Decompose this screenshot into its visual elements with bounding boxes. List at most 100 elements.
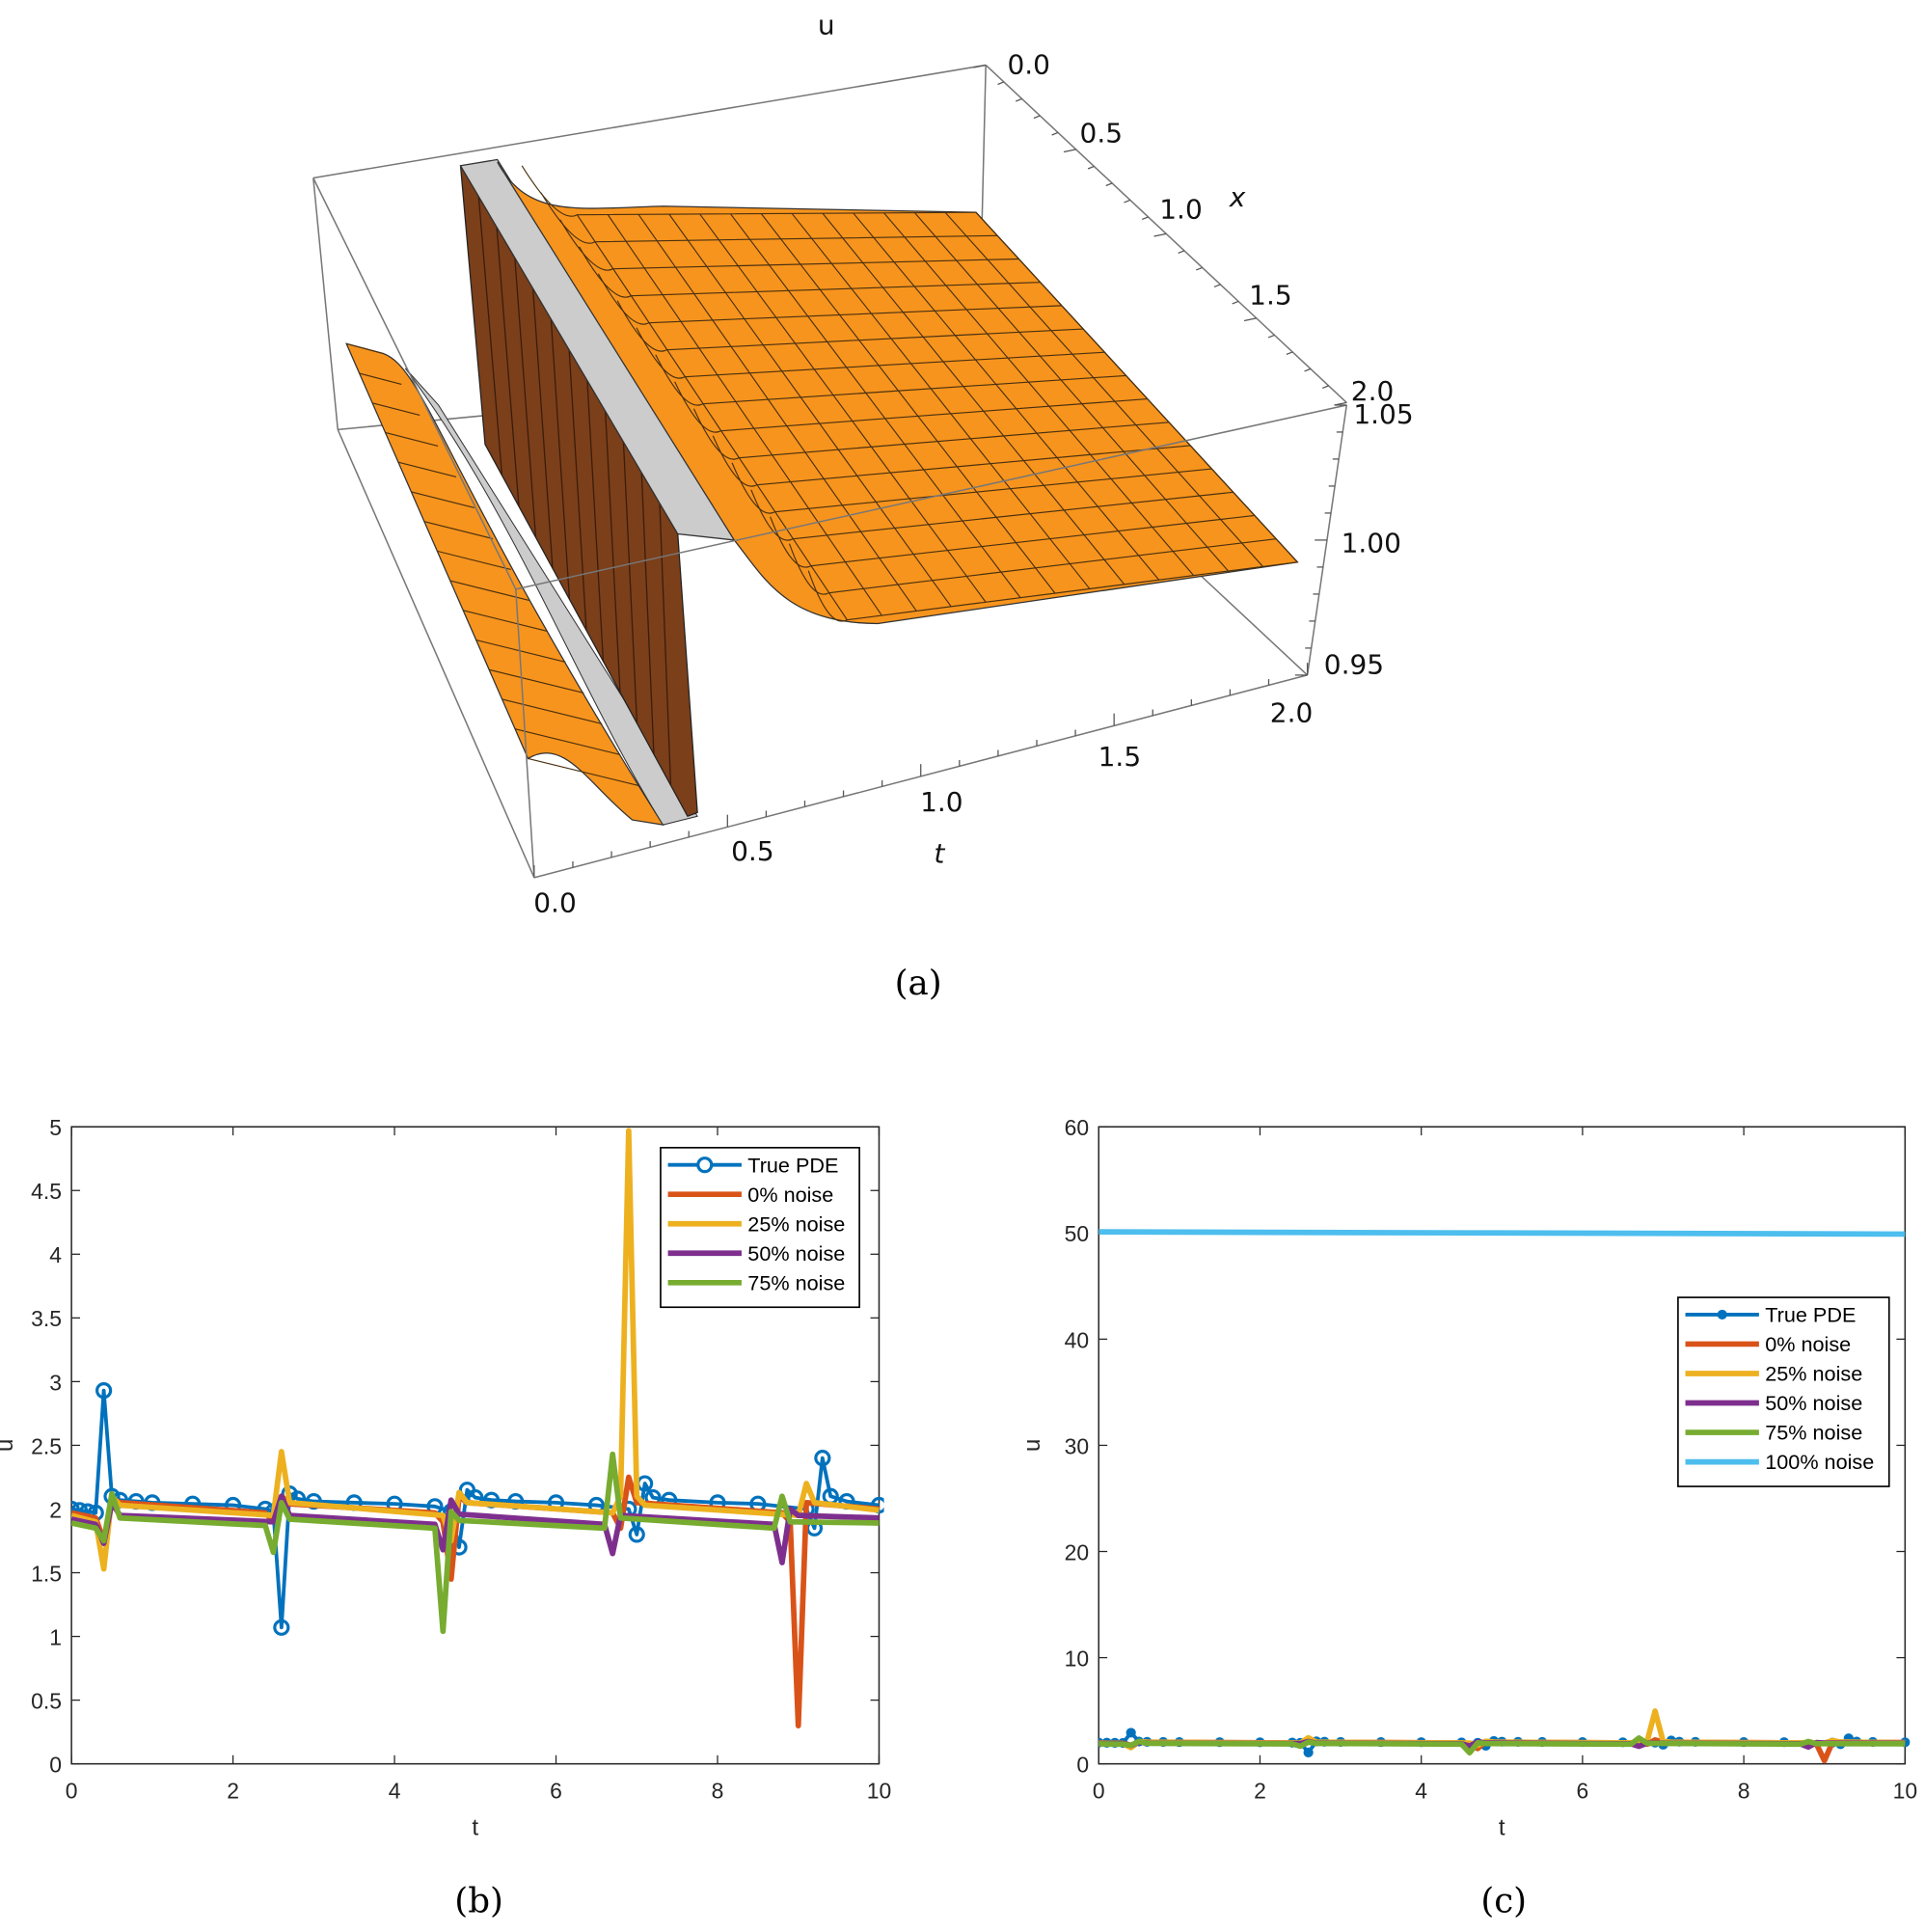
x-axis-label: t bbox=[472, 1814, 478, 1840]
x-tick-label: 0 bbox=[1093, 1778, 1105, 1803]
surface-grid-line bbox=[637, 213, 917, 612]
data-point-marker bbox=[95, 1382, 113, 1400]
x-axis-tick-mark bbox=[997, 81, 1005, 86]
surface-grid-line bbox=[788, 538, 1277, 595]
line-chart-b: 0 2 4 6 8 10 0 0.5 1 1.5 2 2.5 3 3.5 4 4.5 5 t u True PDE 0%… bbox=[0, 1115, 891, 1840]
t-axis-label: t bbox=[934, 838, 945, 870]
bounding-box-front bbox=[312, 64, 1348, 879]
y-tick-label: 0.5 bbox=[31, 1689, 62, 1714]
y-tick-label: 2.5 bbox=[31, 1433, 62, 1458]
y-tick-label: 4 bbox=[49, 1242, 62, 1267]
u-axis-label: u bbox=[818, 10, 835, 41]
x-axis-tick-mark bbox=[1322, 385, 1329, 390]
legend-label: True PDE bbox=[747, 1153, 838, 1177]
y-tick-label: 3.5 bbox=[31, 1306, 62, 1331]
y-tick-label: 1 bbox=[49, 1624, 62, 1649]
t-tick: 1.5 bbox=[1098, 741, 1142, 773]
x-tick-label: 4 bbox=[389, 1778, 401, 1803]
series-line-4 bbox=[71, 1451, 880, 1635]
x-axis-label: t bbox=[1499, 1814, 1505, 1840]
y-tick-label: 0 bbox=[49, 1753, 62, 1778]
surface-grid-line bbox=[579, 246, 1041, 298]
surface-grid-line bbox=[944, 211, 1263, 567]
series-layer bbox=[1098, 1229, 1911, 1764]
surface-grid-line bbox=[371, 402, 420, 417]
surface-grid-line bbox=[730, 213, 1021, 598]
u-tick: 1.05 bbox=[1353, 398, 1413, 430]
x-tick-label: 10 bbox=[867, 1778, 891, 1803]
t-tick: 1.0 bbox=[920, 786, 963, 818]
surface-grid-line bbox=[559, 219, 1019, 271]
series-line-5 bbox=[1098, 1229, 1906, 1238]
legend-label: 75% noise bbox=[747, 1270, 845, 1294]
series-layer bbox=[71, 1128, 884, 1728]
x-axis-tick-mark bbox=[1087, 165, 1095, 170]
wall-grid-line bbox=[550, 318, 571, 600]
y-tick-label: 0 bbox=[1076, 1753, 1089, 1778]
surface-grid-line bbox=[655, 354, 1126, 406]
x-tick: 0.5 bbox=[1080, 118, 1124, 150]
surface-grid-line bbox=[576, 214, 848, 620]
legend: True PDE 0% noise 25% noise 50% noise 75% no… bbox=[1677, 1296, 1890, 1487]
x-tick-label: 6 bbox=[1577, 1778, 1589, 1803]
wall-grid-line bbox=[477, 196, 503, 476]
surface-grid-line bbox=[540, 192, 998, 244]
surface-grid-line bbox=[699, 213, 987, 603]
legend-marker bbox=[1717, 1309, 1727, 1320]
surface-grid-line bbox=[731, 462, 1212, 514]
surface-grid-line bbox=[791, 212, 1091, 589]
surface-grid-line bbox=[359, 372, 402, 386]
legend-item: 25% noise bbox=[1685, 1362, 1862, 1386]
x-tick: 1.5 bbox=[1249, 280, 1292, 312]
x-tick-label: 4 bbox=[1415, 1778, 1427, 1803]
legend-label: True PDE bbox=[1765, 1303, 1856, 1327]
x-axis-tick-mark bbox=[1196, 266, 1203, 271]
legend-item: 25% noise bbox=[667, 1211, 845, 1236]
x-axis-label: x bbox=[1229, 181, 1246, 213]
data-point-marker bbox=[1125, 1728, 1136, 1738]
surface-left-strip bbox=[345, 342, 664, 827]
surface-grid-line bbox=[514, 728, 621, 755]
x-axis-tick-mark bbox=[1178, 250, 1185, 255]
data-point-marker bbox=[273, 1619, 290, 1636]
legend-label: 75% noise bbox=[1765, 1421, 1862, 1445]
y-tick-label: 50 bbox=[1065, 1221, 1089, 1246]
y-tick-label: 60 bbox=[1065, 1115, 1089, 1140]
x-axis-tick-mark bbox=[1124, 199, 1131, 204]
surface-grid-line bbox=[597, 273, 1062, 325]
surface-grid-line bbox=[489, 668, 584, 694]
x-axis-tick-mark bbox=[1153, 232, 1167, 237]
y-tick-label: 20 bbox=[1065, 1539, 1089, 1565]
wall-grid-line bbox=[605, 411, 621, 693]
legend-item: 50% noise bbox=[667, 1241, 845, 1265]
y-tick-label: 2 bbox=[49, 1497, 62, 1522]
legend: True PDE 0% noise 25% noise 50% noise 75% no… bbox=[660, 1147, 860, 1309]
u-tick: 0.95 bbox=[1324, 649, 1384, 681]
data-point-marker bbox=[870, 1496, 884, 1514]
x-axis-tick-mark bbox=[1033, 115, 1041, 120]
u-tick: 1.00 bbox=[1342, 528, 1401, 559]
surface-grid-line bbox=[770, 514, 1256, 568]
x-axis-tick-mark bbox=[1304, 367, 1312, 372]
t-tick: 0.5 bbox=[731, 835, 774, 867]
wall-grid-line bbox=[531, 288, 554, 569]
legend-box bbox=[1677, 1296, 1890, 1487]
caption-b: (b) bbox=[454, 1882, 503, 1921]
y-axis-label: u bbox=[0, 1439, 18, 1452]
x-axis-tick-mark bbox=[1286, 351, 1293, 356]
wall-grid-line bbox=[640, 472, 655, 755]
surface-grid-line bbox=[475, 639, 566, 664]
legend-label: 100% noise bbox=[1765, 1450, 1874, 1474]
wall-grid-line bbox=[514, 258, 537, 538]
y-axis-label: u bbox=[1019, 1439, 1045, 1452]
series-line-4 bbox=[1098, 1735, 1906, 1756]
x-axis-tick-mark bbox=[1141, 216, 1149, 221]
surface-grid-line bbox=[385, 431, 439, 448]
line-chart-c: 0 2 4 6 8 10 0 10 20 30 40 50 60 t u True PDE 0% noise 25… bbox=[1019, 1115, 1917, 1840]
x-tick-label: 2 bbox=[1254, 1778, 1266, 1803]
x-tick: 0.0 bbox=[1007, 48, 1050, 80]
data-point-marker bbox=[1303, 1747, 1314, 1757]
surface-grid-line bbox=[975, 211, 1298, 563]
surface-grid-line bbox=[346, 342, 384, 355]
